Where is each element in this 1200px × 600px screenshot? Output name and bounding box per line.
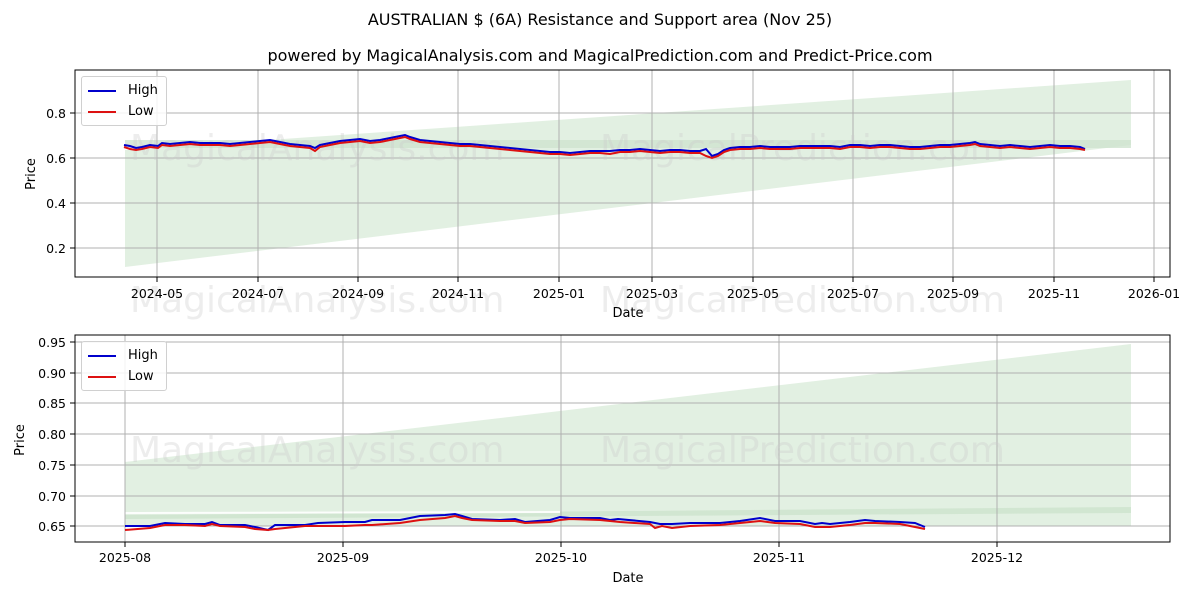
top-xtick: 2025-11 xyxy=(1028,286,1080,301)
top-plot-frame xyxy=(74,69,1171,278)
bottom-ytick: 0.85 xyxy=(38,396,66,411)
bottom-plot-frame xyxy=(74,334,1171,543)
top-ytick-0.8: 0.8 xyxy=(46,106,66,121)
top-y-axis: 0.8 0.6 0.4 0.2 Price xyxy=(24,106,75,256)
legend-item-low: Low xyxy=(88,366,158,387)
top-chart: MagicalAnalysis.com MagicalPrediction.co… xyxy=(24,69,1180,321)
chart-subtitle: powered by MagicalAnalysis.com and Magic… xyxy=(267,46,933,65)
bottom-xtick: 2025-09 xyxy=(317,550,369,565)
bottom-grid xyxy=(75,335,1170,542)
top-xtick: 2024-07 xyxy=(232,286,284,301)
bottom-xtick: 2025-11 xyxy=(753,550,805,565)
top-ytick-0.4: 0.4 xyxy=(46,196,66,211)
bottom-ytick: 0.95 xyxy=(38,335,66,350)
legend-low-label: Low xyxy=(128,369,154,384)
bottom-y-axis: 0.95 0.90 0.85 0.80 0.75 0.70 0.65 Price xyxy=(13,335,75,534)
legend-item-high: High xyxy=(88,345,158,366)
top-ytick-0.2: 0.2 xyxy=(46,241,66,256)
watermark-magicalanalysis-3: MagicalAnalysis.com xyxy=(130,430,504,471)
legend-high-label: High xyxy=(128,83,158,98)
legend-item-low: Low xyxy=(88,101,158,122)
top-xtick: 2025-03 xyxy=(626,286,678,301)
top-x-axis-label: Date xyxy=(612,306,643,321)
legend-high-swatch-icon xyxy=(88,354,116,357)
top-series-high xyxy=(123,133,1086,158)
bottom-xtick: 2025-10 xyxy=(535,550,587,565)
top-xtick: 2025-07 xyxy=(827,286,879,301)
top-xtick: 2025-01 xyxy=(533,286,585,301)
top-y-axis-label: Price xyxy=(24,158,39,190)
watermark-magicalanalysis-2: MagicalAnalysis.com xyxy=(130,280,504,321)
top-xtick: 2025-05 xyxy=(727,286,779,301)
legend-high-swatch-icon xyxy=(88,89,116,92)
bottom-ytick: 0.65 xyxy=(38,519,66,534)
bottom-x-axis: 2025-08 2025-09 2025-10 2025-11 2025-12 … xyxy=(99,542,1023,586)
legend-low-swatch-icon xyxy=(88,110,116,113)
top-xtick: 2025-09 xyxy=(927,286,979,301)
top-x-axis: 2024-05 2024-07 2024-09 2024-11 2025-01 … xyxy=(131,277,1180,321)
bottom-x-axis-label: Date xyxy=(612,571,643,586)
bottom-ytick: 0.90 xyxy=(38,366,66,381)
top-xtick: 2026-01 xyxy=(1128,286,1180,301)
bottom-series-low xyxy=(124,514,926,532)
bottom-ytick: 0.80 xyxy=(38,427,66,442)
top-series-low xyxy=(123,135,1086,160)
legend-high-label: High xyxy=(128,348,158,363)
bottom-y-axis-label: Price xyxy=(13,424,28,456)
top-band-area xyxy=(125,80,1131,267)
legend-low-label: Low xyxy=(128,104,154,119)
top-xtick: 2024-05 xyxy=(131,286,183,301)
top-legend: High Low xyxy=(81,76,167,126)
top-ytick-0.6: 0.6 xyxy=(46,151,66,166)
legend-low-swatch-icon xyxy=(88,375,116,378)
watermark-magicalprediction-3: MagicalPrediction.com xyxy=(600,430,1005,471)
top-xtick: 2024-09 xyxy=(332,286,384,301)
watermark-magicalprediction-2: MagicalPrediction.com xyxy=(600,280,1005,321)
top-xtick: 2024-11 xyxy=(432,286,484,301)
bottom-chart: MagicalAnalysis.com MagicalPrediction.co… xyxy=(13,334,1171,586)
top-band-support xyxy=(125,140,1131,148)
chart-title: AUSTRALIAN $ (6A) Resistance and Support… xyxy=(367,10,833,29)
top-grid xyxy=(75,70,1170,277)
bottom-ytick: 0.75 xyxy=(38,458,66,473)
bottom-band-support xyxy=(125,507,1131,519)
legend-item-high: High xyxy=(88,80,158,101)
bottom-ytick: 0.70 xyxy=(38,489,66,504)
bottom-legend: High Low xyxy=(81,341,167,391)
bottom-xtick: 2025-12 xyxy=(971,550,1023,565)
bottom-band-area xyxy=(125,344,1131,526)
bottom-xtick: 2025-08 xyxy=(99,550,151,565)
